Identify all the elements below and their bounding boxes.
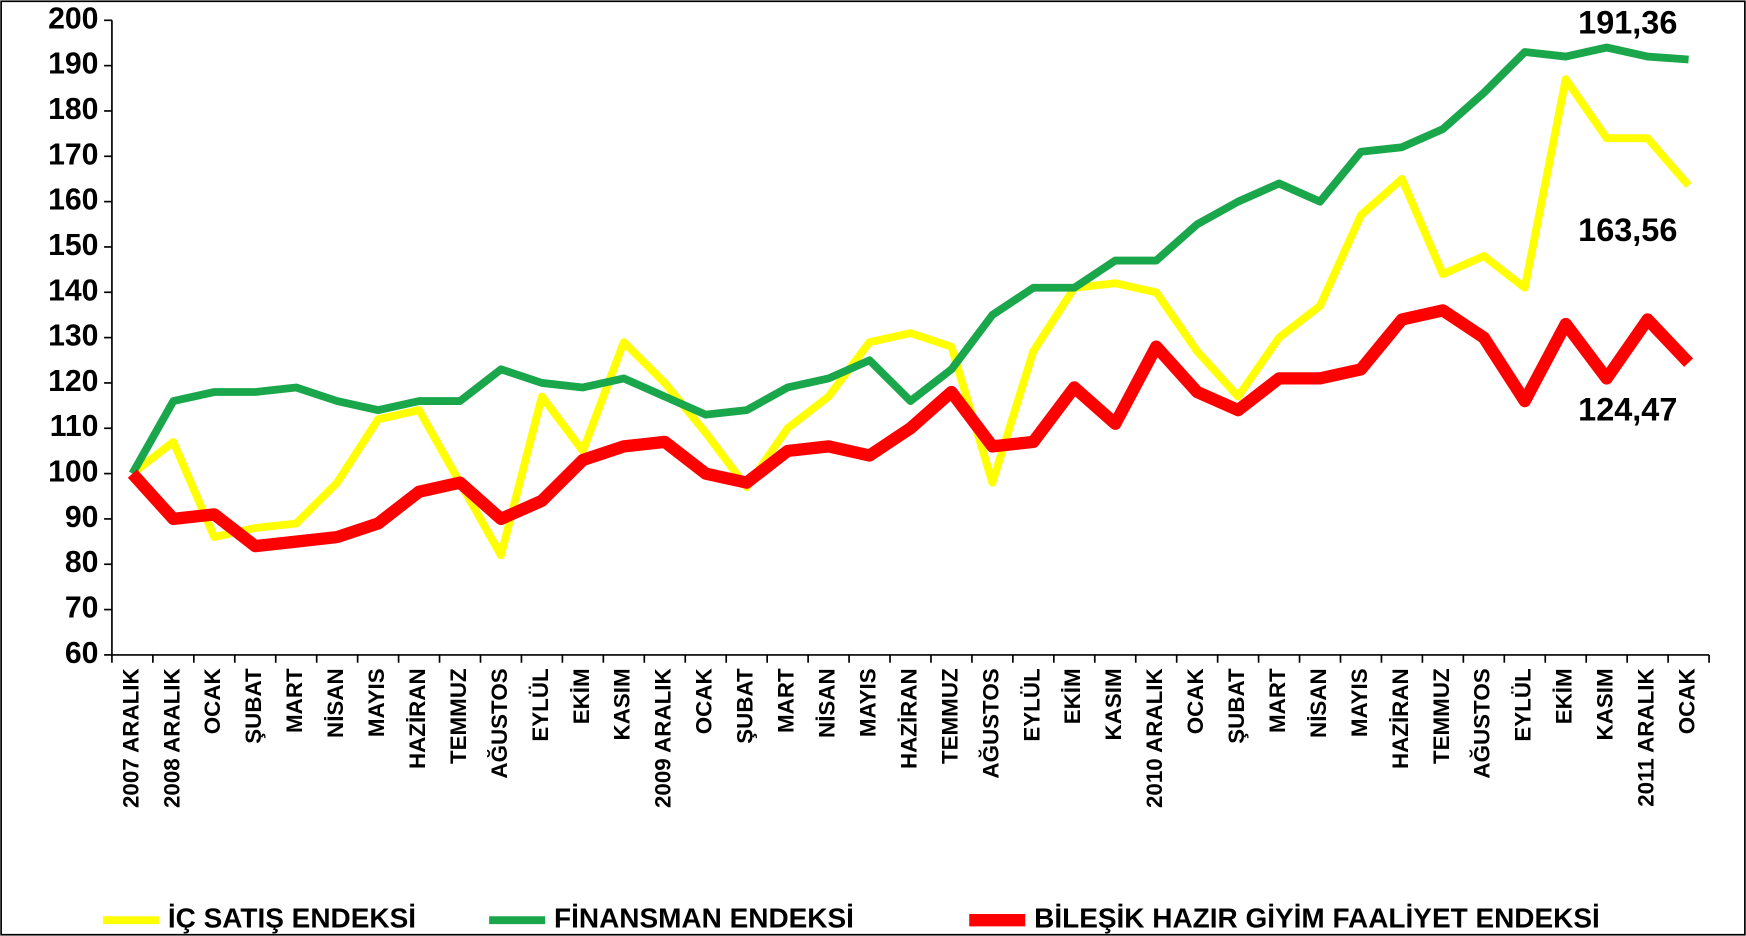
y-tick-label: 160 [48, 184, 98, 217]
x-tick-label: MART [1265, 668, 1290, 733]
x-tick-label: 2010 ARALIK [1142, 668, 1167, 808]
x-tick-label: AĞUSTOS [978, 668, 1003, 778]
x-tick-label: EKİM [1552, 668, 1577, 724]
x-tick-label: OCAK [1674, 668, 1699, 734]
y-tick-label: 180 [48, 93, 98, 126]
y-tick-label: 130 [48, 320, 98, 353]
x-tick-label: EYLÜL [1019, 668, 1044, 741]
x-tick-label: AĞUSTOS [1470, 668, 1495, 778]
y-tick-label: 80 [65, 546, 99, 579]
x-tick-label: EYLÜL [1511, 668, 1536, 741]
x-tick-label: EKİM [1060, 668, 1085, 724]
x-tick-label: TEMMUZ [1429, 668, 1454, 764]
x-tick-label: AĞUSTOS [487, 668, 512, 778]
y-tick-label: 100 [48, 456, 98, 489]
x-tick-label: KASIM [1593, 668, 1618, 740]
y-tick-label: 170 [48, 138, 98, 171]
x-tick-label: HAZİRAN [896, 668, 921, 769]
legend-label: FİNANSMAN ENDEKSİ [554, 903, 854, 934]
x-tick-label: MAYIS [364, 668, 389, 737]
y-tick-label: 150 [48, 229, 98, 262]
x-tick-label: MART [282, 668, 307, 733]
x-tick-label: NİSAN [323, 668, 348, 738]
y-tick-label: 70 [65, 592, 99, 625]
x-tick-label: OCAK [1183, 668, 1208, 734]
x-tick-label: HAZİRAN [1388, 668, 1413, 769]
data-label: 124,47 [1578, 392, 1677, 428]
y-tick-label: 90 [65, 501, 99, 534]
x-tick-label: TEMMUZ [446, 668, 471, 764]
x-tick-label: 2011 ARALIK [1634, 668, 1659, 806]
x-tick-label: TEMMUZ [937, 668, 962, 764]
legend-label: BİLEŞİK HAZIR GİYİM FAALİYET ENDEKSİ [1034, 903, 1600, 934]
series-line [127, 304, 1694, 553]
y-tick-label: 200 [48, 2, 98, 35]
x-tick-label: 2009 ARALIK [651, 668, 676, 808]
y-tick-label: 140 [48, 274, 98, 307]
x-tick-label: MART [774, 668, 799, 733]
x-tick-label: OCAK [692, 668, 717, 734]
x-tick-label: MAYIS [1347, 668, 1372, 737]
x-tick-label: NİSAN [1306, 668, 1331, 738]
x-tick-label: 2008 ARALIK [159, 668, 184, 808]
y-tick-label: 120 [48, 365, 98, 398]
x-tick-label: MAYIS [855, 668, 880, 737]
x-tick-label: KASIM [1101, 668, 1126, 740]
data-label: 191,36 [1578, 4, 1677, 40]
x-tick-label: ŞUBAT [1224, 668, 1249, 744]
x-tick-label: EKİM [569, 668, 594, 724]
x-tick-label: ŞUBAT [241, 668, 266, 744]
x-tick-label: OCAK [200, 668, 225, 734]
x-tick-label: ŞUBAT [733, 668, 758, 744]
x-tick-label: NİSAN [814, 668, 839, 738]
y-tick-label: 110 [50, 410, 99, 443]
y-tick-label: 190 [48, 48, 98, 81]
series-line [128, 43, 1689, 476]
legend-label: İÇ SATIŞ ENDEKSİ [168, 903, 416, 934]
data-label: 163,56 [1578, 212, 1677, 248]
series-line [130, 75, 1692, 560]
y-tick-label: 60 [65, 637, 99, 670]
x-tick-label: HAZİRAN [405, 668, 430, 769]
x-tick-label: 2007 ARALIK [118, 668, 143, 808]
x-tick-label: KASIM [610, 668, 635, 740]
x-tick-label: EYLÜL [528, 668, 553, 741]
